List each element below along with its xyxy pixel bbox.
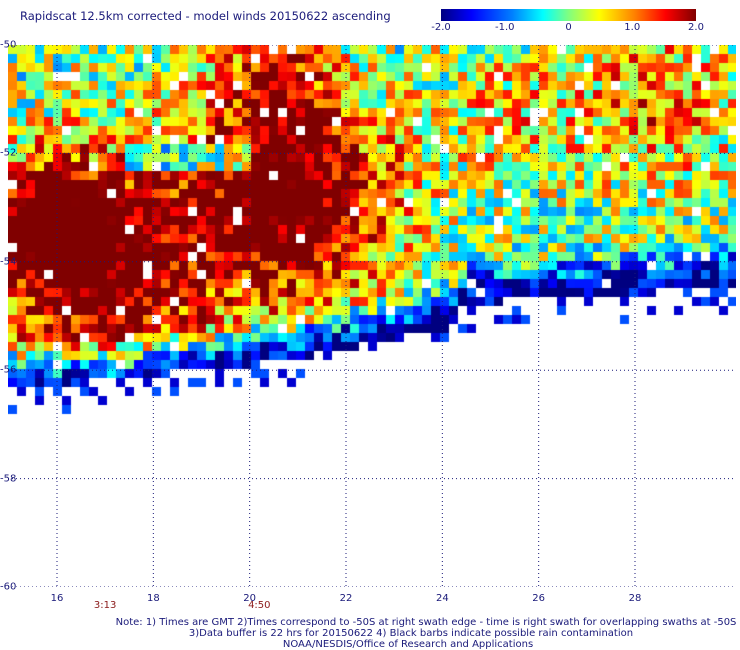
latitude-tick-label: -58	[0, 473, 17, 485]
wind-difference-field	[8, 45, 736, 587]
longitude-tick-label: 18	[146, 593, 160, 604]
longitude-tick-label: 22	[339, 593, 353, 604]
pass-time-label: 3:13	[93, 600, 117, 611]
colorbar	[441, 9, 696, 21]
map-plot-area	[8, 45, 736, 587]
note-line-2: 3)Data buffer is 22 hrs for 20150622 4) …	[188, 628, 634, 639]
colorbar-tick-label: 2.0	[688, 22, 704, 33]
map-title: Rapidscat 12.5km corrected - model winds…	[20, 9, 391, 23]
note-line-1: Note: 1) Times are GMT 2)Times correspon…	[115, 617, 737, 628]
latitude-tick-label: -56	[0, 364, 17, 376]
longitude-tick-label: 20	[243, 593, 257, 604]
colorbar-tick-label: 0	[565, 22, 572, 33]
longitude-tick-label: 28	[628, 593, 642, 604]
longitude-tick-label: 24	[435, 593, 449, 604]
longitude-tick-label: 26	[532, 593, 546, 604]
note-line-3: NOAA/NESDIS/Office of Research and Appli…	[282, 639, 534, 650]
pass-time-label: 4:50	[248, 600, 271, 611]
grid-lines	[8, 45, 736, 587]
colorbar-tick-label: -1.0	[494, 22, 515, 33]
colorbar-tick-label: 1.0	[624, 22, 641, 33]
latitude-tick-label: -60	[0, 581, 17, 593]
colorbar-tick-label: -2.0	[431, 22, 451, 33]
latitude-tick-label: -50	[0, 39, 17, 51]
latitude-tick-label: -54	[0, 256, 17, 268]
longitude-tick-label: 16	[50, 593, 64, 604]
latitude-tick-label: -52	[0, 147, 17, 159]
